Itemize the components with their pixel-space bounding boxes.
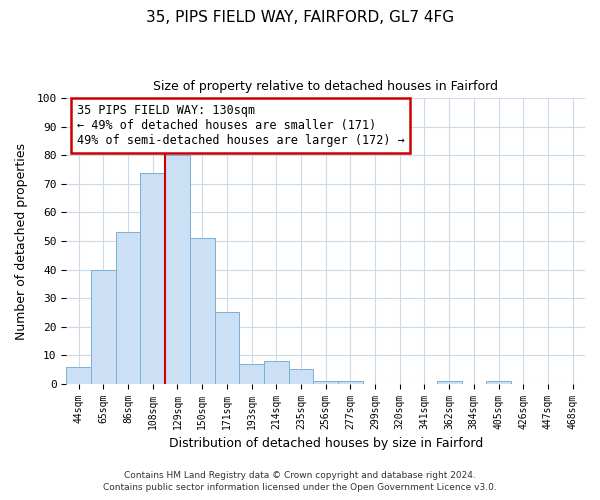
Bar bbox=[313, 381, 338, 384]
Bar bbox=[437, 381, 461, 384]
Text: 35 PIPS FIELD WAY: 130sqm
← 49% of detached houses are smaller (171)
49% of semi: 35 PIPS FIELD WAY: 130sqm ← 49% of detac… bbox=[77, 104, 404, 147]
Text: Contains HM Land Registry data © Crown copyright and database right 2024.
Contai: Contains HM Land Registry data © Crown c… bbox=[103, 471, 497, 492]
Y-axis label: Number of detached properties: Number of detached properties bbox=[15, 142, 28, 340]
Bar bbox=[289, 370, 313, 384]
Bar bbox=[338, 381, 363, 384]
Bar bbox=[264, 361, 289, 384]
Bar bbox=[140, 172, 165, 384]
Title: Size of property relative to detached houses in Fairford: Size of property relative to detached ho… bbox=[153, 80, 498, 93]
Bar bbox=[91, 270, 116, 384]
X-axis label: Distribution of detached houses by size in Fairford: Distribution of detached houses by size … bbox=[169, 437, 483, 450]
Bar bbox=[486, 381, 511, 384]
Bar bbox=[239, 364, 264, 384]
Bar bbox=[67, 366, 91, 384]
Bar bbox=[116, 232, 140, 384]
Bar bbox=[165, 156, 190, 384]
Text: 35, PIPS FIELD WAY, FAIRFORD, GL7 4FG: 35, PIPS FIELD WAY, FAIRFORD, GL7 4FG bbox=[146, 10, 454, 25]
Bar bbox=[215, 312, 239, 384]
Bar bbox=[190, 238, 215, 384]
